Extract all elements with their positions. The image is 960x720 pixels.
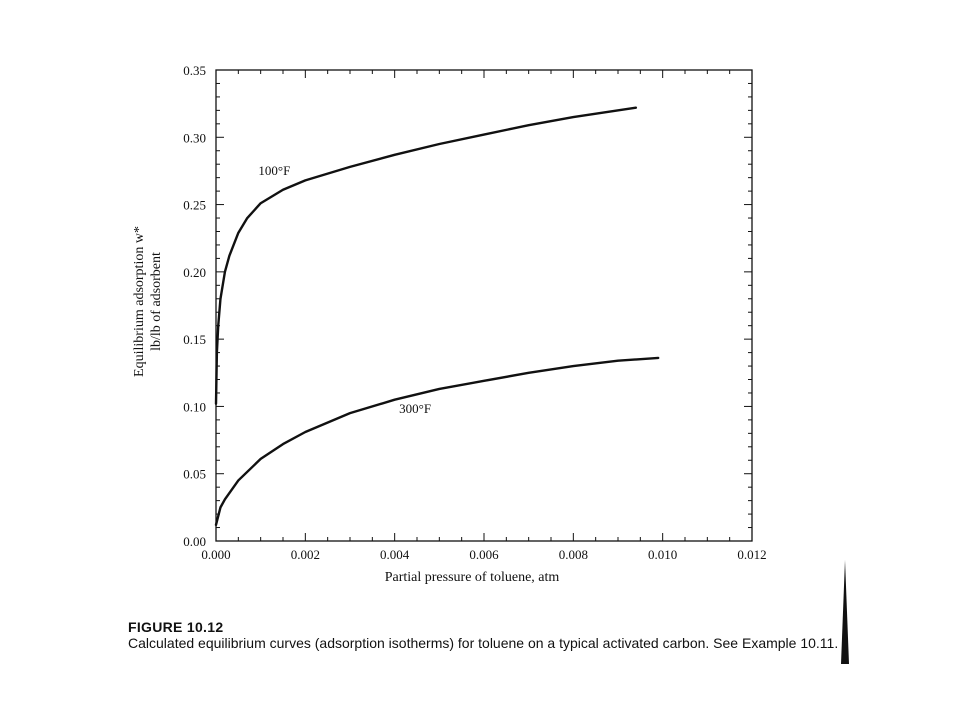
x-axis-title: Partial pressure of toluene, atm [385, 570, 560, 585]
y-tick-label: 0.20 [183, 265, 206, 280]
y-tick-label: 0.15 [183, 332, 206, 347]
x-tick-label: 0.008 [559, 547, 588, 562]
y-axis-title-line1: Equilibrium adsorption w* [132, 226, 147, 377]
x-tick-label: 0.012 [737, 547, 766, 562]
x-tick-label: 0.002 [291, 547, 320, 562]
y-axis-title-line2: lb/lb of adsorbent [149, 252, 164, 351]
x-tick-label: 0.006 [469, 547, 499, 562]
x-tick-label: 0.010 [648, 547, 677, 562]
y-tick-label: 0.10 [183, 399, 206, 414]
series-line-100F [214, 106, 638, 405]
y-tick-label: 0.35 [183, 63, 206, 78]
y-tick-label: 0.05 [183, 467, 206, 482]
series-line-300F [214, 356, 660, 527]
y-tick-label: 0.30 [183, 130, 206, 145]
y-tick-label: 0.25 [183, 198, 206, 213]
x-tick-label: 0.000 [201, 547, 230, 562]
plot-frame [215, 69, 753, 542]
series-label-300F: 300°F [399, 401, 431, 416]
figure-title: FIGURE 10.12 [128, 619, 224, 635]
y-tick-label: 0.00 [183, 534, 206, 549]
figure-caption: Calculated equilibrium curves (adsorptio… [128, 635, 839, 651]
x-tick-label: 0.004 [380, 547, 410, 562]
scan-edge-mark [841, 560, 849, 664]
series-label-100F: 100°F [258, 163, 290, 178]
